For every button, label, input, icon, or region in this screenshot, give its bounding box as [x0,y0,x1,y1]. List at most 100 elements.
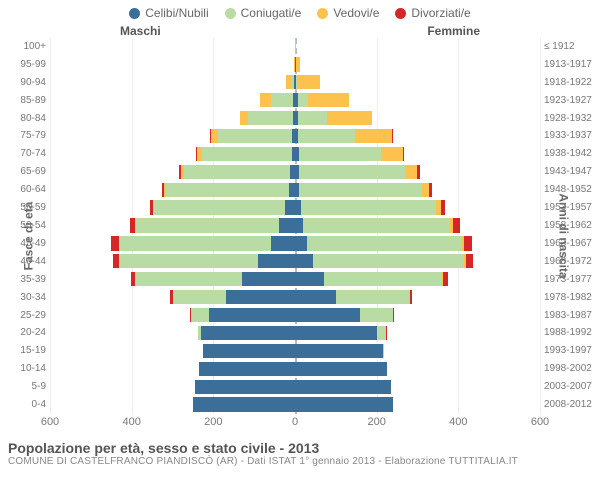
age-label: 40-44 [6,256,46,267]
birth-year-label: 1953-1957 [544,202,598,213]
age-row: 65-691943-1947 [50,163,540,181]
female-bar [295,254,473,268]
female-bar [295,308,394,322]
female-bar [295,272,448,286]
bar-segment [417,165,419,179]
female-bar [295,290,412,304]
x-tick: 600 [531,416,549,428]
age-row: 5-92003-2007 [50,378,540,396]
bar-segment [301,200,436,214]
female-bar [295,129,393,143]
bar-segment [136,218,279,232]
bar-segment [193,397,295,411]
chart-container: Celibi/NubiliConiugati/eVedovi/eDivorzia… [0,0,600,500]
male-bar [113,254,295,268]
birth-year-label: 1923-1927 [544,95,598,106]
bar-segment [297,75,319,89]
age-label: 55-59 [6,202,46,213]
bar-segment [248,111,293,125]
female-bar [295,397,393,411]
gridline [540,38,541,414]
age-label: 70-74 [6,148,46,159]
age-row: 80-841928-1932 [50,109,540,127]
female-bar [295,326,386,340]
birth-year-label: 1993-1997 [544,345,598,356]
bar-segment [260,93,270,107]
female-bar [295,380,391,394]
legend-item: Divorziati/e [395,6,470,20]
male-bar [198,326,295,340]
male-header: Maschi [120,24,161,38]
birth-year-label: 1933-1937 [544,130,598,141]
bar-segment [392,129,393,143]
age-label: 95-99 [6,59,46,70]
female-bar [295,362,387,376]
bar-segment [295,39,296,53]
age-label: 25-29 [6,310,46,321]
bar-segment [403,147,404,161]
bar-segment [355,129,392,143]
legend-swatch [317,8,328,19]
age-row: 10-141998-2002 [50,360,540,378]
bar-segment [295,236,307,250]
bar-segment [393,308,394,322]
x-axis: 6004002000200400600 [50,414,540,434]
rows: 100+≤ 191295-991913-191790-941918-192285… [50,38,540,414]
bar-segment [240,111,248,125]
bar-segment [307,236,462,250]
age-label: 0-4 [6,399,46,410]
bar-segment [136,272,242,286]
bar-segment [295,397,393,411]
birth-year-label: 1968-1972 [544,256,598,267]
bar-segment [271,236,296,250]
male-bar [111,236,295,250]
x-tick: 200 [204,416,222,428]
bar-segment [308,93,349,107]
birth-year-label: 1938-1942 [544,148,598,159]
male-bar [193,397,295,411]
bar-segment [173,290,226,304]
bar-segment [464,236,471,250]
bar-segment [298,93,308,107]
male-bar [179,165,295,179]
plot: 100+≤ 191295-991913-191790-941918-192285… [50,38,540,414]
bar-segment [119,254,258,268]
x-tick: 0 [292,416,298,428]
bar-segment [211,129,218,143]
bar-segment [295,344,383,358]
legend-item: Coniugati/e [225,6,302,20]
bar-segment [195,380,295,394]
female-bar [295,200,445,214]
bar-segment [154,200,285,214]
birth-year-label: 1948-1952 [544,184,598,195]
bar-segment [279,218,295,232]
bar-segment [295,326,377,340]
chart-area: Fasce di età Anni di nascita 100+≤ 19129… [0,38,600,434]
age-label: 20-24 [6,327,46,338]
age-row: 75-791933-1937 [50,127,540,145]
bar-segment [377,326,386,340]
birth-year-label: 1998-2002 [544,363,598,374]
age-row: 25-291983-1987 [50,306,540,324]
age-label: 60-64 [6,184,46,195]
male-bar [260,93,295,107]
age-row: 35-391973-1977 [50,270,540,288]
age-row: 85-891923-1927 [50,91,540,109]
x-tick: 400 [449,416,467,428]
bar-segment [191,308,209,322]
bar-segment [429,183,432,197]
age-label: 100+ [6,41,46,52]
age-label: 50-54 [6,220,46,231]
age-label: 45-49 [6,238,46,249]
birth-year-label: 2003-2007 [544,381,598,392]
male-bar [210,129,295,143]
bar-segment [299,147,381,161]
legend: Celibi/NubiliConiugati/eVedovi/eDivorzia… [0,0,600,24]
bar-segment [422,183,429,197]
bar-segment [209,308,295,322]
bar-segment [453,218,459,232]
birth-year-label: 1928-1932 [544,113,598,124]
bar-segment [443,272,448,286]
chart-title: Popolazione per età, sesso e stato civil… [8,440,592,456]
bar-segment [313,254,464,268]
